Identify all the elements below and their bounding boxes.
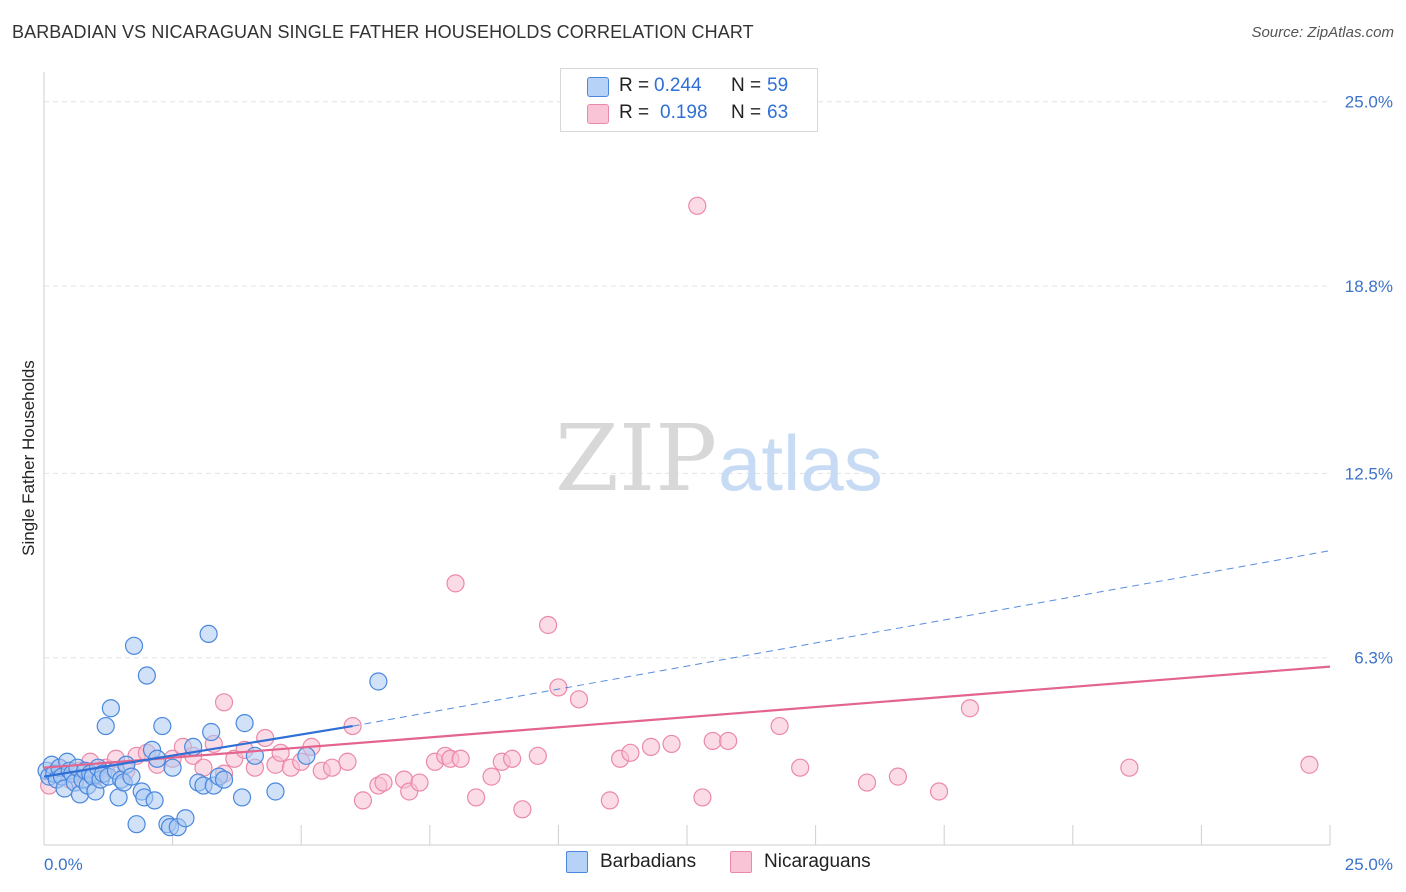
barbadians-legend-swatch — [566, 851, 588, 873]
nicaraguan-point — [338, 752, 357, 771]
barbadian-point — [101, 699, 120, 718]
x-tick-label: 25.0% — [1345, 855, 1393, 874]
n-label: N = — [731, 75, 762, 96]
nicaraguans-swatch — [587, 104, 609, 124]
legend-row-nicaraguans: R = 0.198 N = 63 — [561, 101, 817, 125]
chart-title: BARBADIAN VS NICARAGUAN SINGLE FATHER HO… — [12, 22, 754, 42]
r-label: R = — [619, 75, 650, 96]
zipatlas-watermark: ZIP atlas — [555, 405, 883, 512]
barbadian-point — [369, 672, 388, 691]
barbadian-point — [214, 770, 234, 789]
nicaraguan-point — [353, 791, 373, 810]
nicaraguan-point — [960, 699, 980, 718]
nicaraguan-point — [693, 788, 712, 807]
barbadian-point — [96, 716, 115, 736]
nicaraguan-point — [600, 791, 619, 810]
x-tick-labels: 0.0% 25.0% — [44, 855, 1393, 874]
watermark-atlas: atlas — [718, 419, 883, 507]
nicaraguan-point — [466, 788, 486, 807]
r-label: R = — [619, 102, 650, 123]
barbadian-point — [232, 788, 252, 807]
barbadian-point — [163, 758, 182, 777]
barbadian-point — [122, 767, 141, 786]
nicaraguan-point — [503, 749, 522, 768]
y-axis-label: Single Father Households — [19, 360, 38, 556]
watermark-zip: ZIP — [555, 405, 717, 512]
legend-item-nicaraguans[interactable]: Nicaraguans — [730, 851, 871, 873]
nicaraguan-point — [929, 782, 949, 801]
barbadian-point — [145, 791, 164, 810]
nicaraguan-point — [703, 731, 722, 751]
n-value: 59 — [767, 75, 789, 96]
barbadians-trendline — [43, 724, 353, 778]
nicaraguan-point — [857, 773, 877, 792]
nicaraguans-legend-swatch — [730, 851, 752, 873]
nicaraguans-legend-label: Nicaraguans — [764, 851, 871, 872]
barbadian-point — [202, 722, 221, 742]
nicaraguan-point — [214, 693, 234, 712]
nicaraguan-point — [451, 749, 470, 768]
nicaraguan-point — [482, 767, 501, 786]
nicaraguan-point — [569, 690, 589, 709]
y-tick-label: 18.8% — [1345, 277, 1393, 296]
nicaraguan-point — [539, 615, 558, 635]
nicaraguan-point — [641, 737, 661, 756]
nicaraguan-point — [549, 678, 568, 697]
barbadian-point — [137, 666, 156, 685]
nicaraguan-point — [888, 767, 908, 786]
nicaraguan-point — [770, 716, 789, 736]
nicaraguan-point — [374, 773, 393, 792]
nicaraguan-point — [791, 758, 810, 777]
nicaraguan-point — [662, 734, 681, 754]
nicaraguan-point — [1300, 755, 1319, 774]
source-credit[interactable]: Source: ZipAtlas.com — [1251, 24, 1394, 41]
correlation-legend: R = 0.244 N = 59 R = 0.198 N = 63 — [560, 68, 818, 132]
nicaraguan-point — [513, 800, 532, 819]
barbadian-point — [199, 624, 218, 644]
series-legend: Barbadians Nicaraguans — [0, 851, 1406, 877]
legend-row-barbadians: R = 0.244 N = 59 — [561, 74, 817, 98]
n-label: N = — [731, 102, 762, 123]
nicaraguans-trendline — [43, 665, 1331, 769]
nicaraguan-point — [688, 196, 707, 215]
n-value: 63 — [767, 102, 789, 123]
barbadians-points — [37, 624, 388, 837]
nicaraguan-point — [621, 743, 640, 762]
x-tick-label: 0.0% — [44, 855, 83, 874]
y-tick-label: 6.3% — [1354, 649, 1393, 668]
nicaraguan-point — [719, 731, 738, 751]
y-tick-label: 12.5% — [1345, 464, 1393, 483]
barbadian-point — [127, 815, 146, 834]
barbadian-point — [176, 809, 195, 828]
nicaraguan-point — [410, 773, 429, 792]
barbadian-point — [235, 714, 254, 733]
legend-item-barbadians[interactable]: Barbadians — [566, 851, 696, 873]
trendlines — [43, 550, 1331, 778]
nicaraguan-point — [256, 728, 275, 748]
nicaraguan-point — [322, 758, 342, 777]
barbadian-point — [266, 782, 285, 801]
y-tick-labels: 6.3% 12.5% 18.8% 25.0% — [1345, 93, 1393, 668]
y-tick-label: 25.0% — [1345, 93, 1393, 112]
barbadian-point — [153, 716, 172, 736]
r-value: 0.244 — [654, 75, 702, 96]
barbadians-trendline-extension — [352, 550, 1331, 727]
nicaraguan-point — [446, 574, 465, 593]
barbadian-point — [124, 636, 144, 655]
gridlines — [44, 101, 1330, 659]
barbadian-point — [297, 746, 316, 765]
r-value: 0.198 — [660, 102, 708, 123]
nicaraguan-point — [1120, 758, 1139, 777]
barbadians-swatch — [587, 77, 609, 97]
barbadians-legend-label: Barbadians — [600, 851, 697, 872]
axes — [43, 72, 1331, 846]
nicaraguan-point — [271, 743, 290, 762]
nicaraguan-point — [528, 746, 547, 765]
